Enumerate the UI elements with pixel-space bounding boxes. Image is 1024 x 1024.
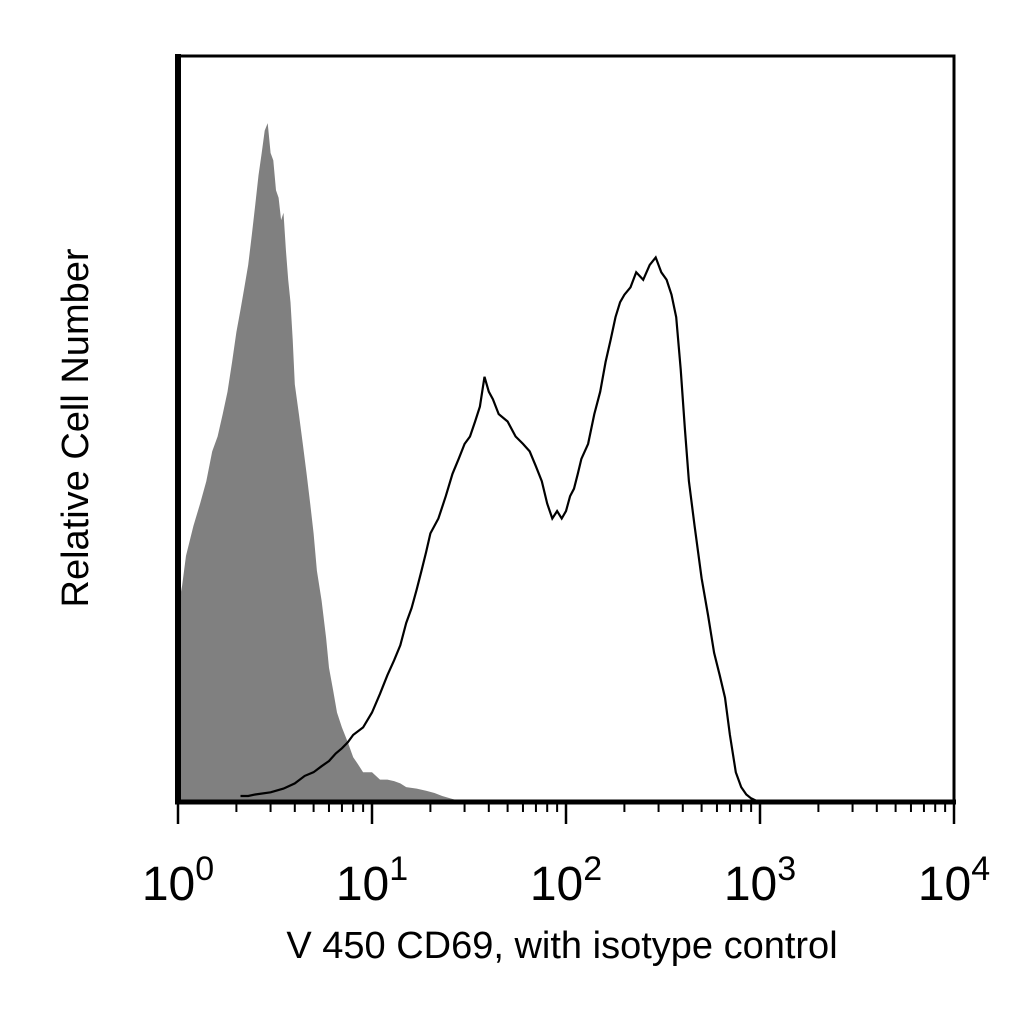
x-tick-label: 101 bbox=[336, 850, 408, 911]
x-tick-base: 10 bbox=[142, 858, 195, 911]
cd69-histogram bbox=[240, 255, 761, 804]
x-tick-base: 10 bbox=[724, 858, 777, 911]
x-tick-label: 102 bbox=[530, 850, 602, 911]
x-tick-label: 103 bbox=[724, 850, 796, 911]
x-tick-exponent: 1 bbox=[389, 850, 408, 888]
plot-area bbox=[175, 54, 956, 805]
x-major-ticks bbox=[176, 804, 956, 824]
x-tick-base: 10 bbox=[530, 858, 583, 911]
x-tick-exponent: 0 bbox=[195, 850, 214, 888]
x-tick-exponent: 3 bbox=[777, 850, 796, 888]
y-axis-label: Relative Cell Number bbox=[55, 248, 97, 607]
x-tick-base: 10 bbox=[918, 858, 971, 911]
x-tick-exponent: 2 bbox=[583, 850, 602, 888]
x-minor-ticks bbox=[235, 804, 947, 812]
x-tick-exponent: 4 bbox=[971, 850, 990, 888]
x-tick-base: 10 bbox=[336, 858, 389, 911]
isotype-control-histogram bbox=[178, 123, 465, 803]
x-tick-label: 100 bbox=[142, 850, 214, 911]
x-tick-label: 104 bbox=[918, 850, 990, 911]
x-tick-labels: 100 101 102 103 104 bbox=[142, 850, 990, 911]
x-axis-label: V 450 CD69, with isotype control bbox=[286, 925, 837, 967]
